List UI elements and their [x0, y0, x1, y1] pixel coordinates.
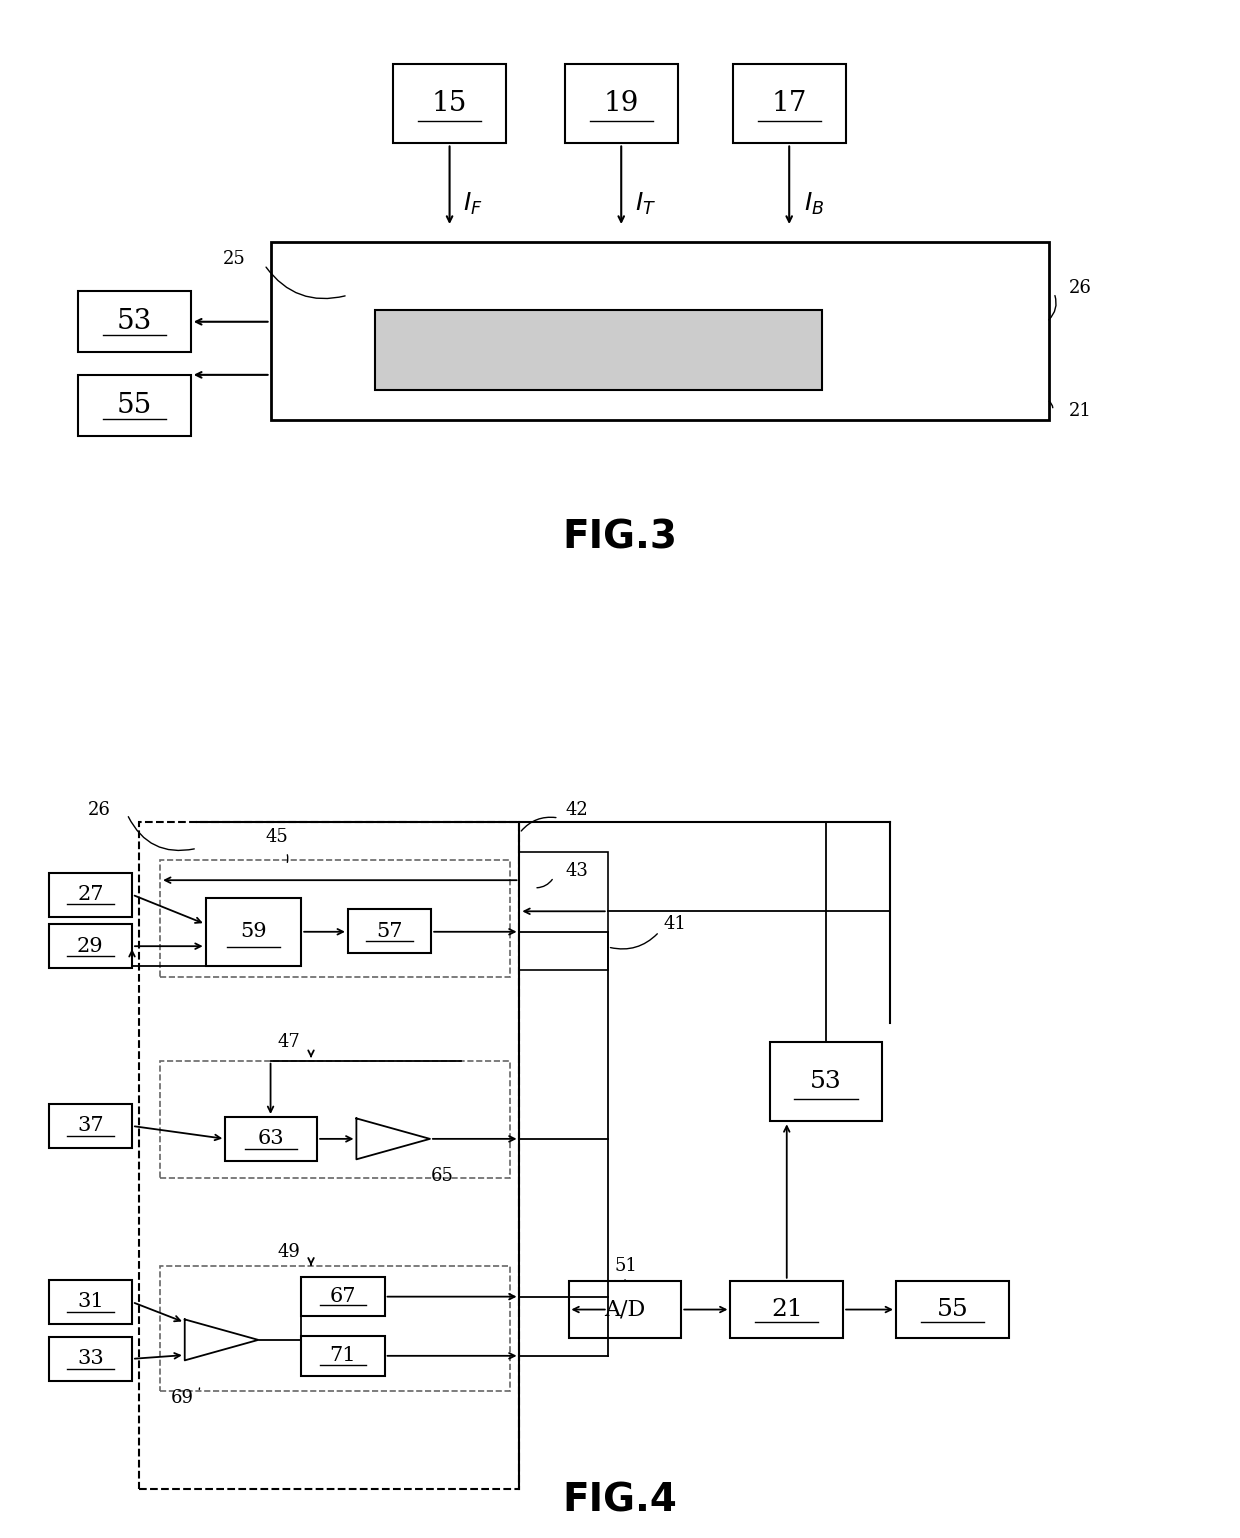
Text: 63: 63	[258, 1129, 284, 1149]
Bar	[301, 1277, 384, 1317]
Text: $I_T$: $I_T$	[635, 191, 656, 217]
Text: 51: 51	[615, 1257, 637, 1275]
Bar	[139, 821, 520, 1489]
Text: 42: 42	[565, 801, 589, 820]
Text: 25: 25	[222, 249, 246, 268]
Bar	[895, 1281, 1008, 1338]
Text: 37: 37	[77, 1117, 104, 1135]
Text: FIG.4: FIG.4	[563, 1481, 677, 1520]
Text: 47: 47	[278, 1034, 300, 1050]
Text: 45: 45	[265, 827, 288, 846]
Bar	[270, 241, 1049, 420]
Bar	[374, 311, 822, 391]
Bar	[565, 65, 677, 143]
Polygon shape	[356, 1118, 430, 1160]
Text: FIG.3: FIG.3	[563, 518, 677, 557]
Polygon shape	[185, 1320, 258, 1361]
Text: 65: 65	[430, 1167, 454, 1186]
Text: 26: 26	[88, 801, 110, 820]
Bar	[730, 1281, 843, 1338]
Text: 55: 55	[936, 1298, 968, 1321]
Text: 21: 21	[1069, 401, 1091, 420]
Bar	[733, 65, 846, 143]
Text: 57: 57	[376, 921, 403, 941]
Text: 59: 59	[241, 923, 267, 941]
Bar	[770, 1041, 883, 1121]
Bar	[226, 1117, 317, 1161]
Bar	[160, 1266, 510, 1390]
Text: 29: 29	[77, 937, 104, 955]
Bar	[78, 291, 191, 352]
Bar	[301, 1337, 384, 1375]
Text: A/D: A/D	[604, 1298, 646, 1320]
Bar	[393, 65, 506, 143]
Bar	[568, 1281, 681, 1338]
Text: 43: 43	[565, 863, 589, 880]
Text: 49: 49	[278, 1243, 300, 1261]
Bar	[48, 872, 131, 917]
Text: 55: 55	[117, 392, 153, 418]
Text: 67: 67	[330, 1287, 356, 1306]
Text: 69: 69	[171, 1389, 193, 1407]
Text: 31: 31	[77, 1292, 104, 1312]
Text: $I_F$: $I_F$	[463, 191, 482, 217]
Text: 71: 71	[330, 1346, 356, 1366]
Text: 17: 17	[771, 91, 807, 117]
Bar	[160, 1061, 510, 1178]
Bar	[48, 1104, 131, 1147]
Bar	[48, 1280, 131, 1324]
Text: 27: 27	[77, 884, 104, 904]
Bar	[48, 924, 131, 969]
Text: 19: 19	[604, 91, 639, 117]
Text: 15: 15	[432, 91, 467, 117]
Bar	[160, 860, 510, 977]
Bar	[48, 1337, 131, 1381]
Bar	[206, 898, 301, 966]
Bar	[520, 852, 608, 969]
Bar	[78, 375, 191, 435]
Text: 21: 21	[771, 1298, 802, 1321]
Text: 53: 53	[810, 1070, 842, 1094]
Bar	[347, 909, 432, 954]
Text: $I_B$: $I_B$	[804, 191, 825, 217]
Text: 26: 26	[1069, 278, 1091, 297]
Text: 53: 53	[117, 308, 153, 335]
Text: 33: 33	[77, 1349, 104, 1369]
Text: 41: 41	[663, 915, 687, 934]
